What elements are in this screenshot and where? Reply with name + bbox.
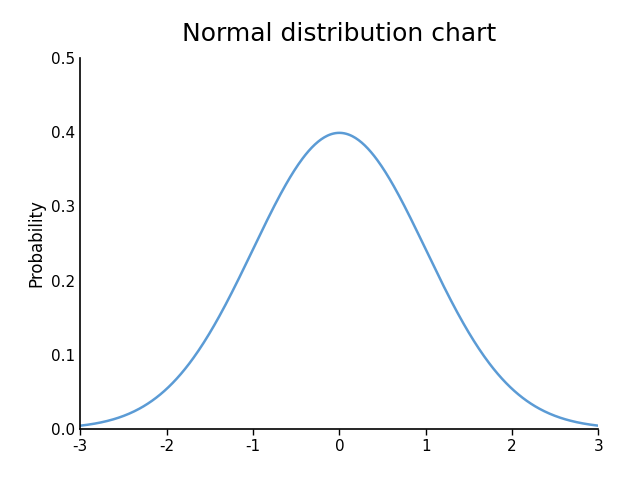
Title: Normal distribution chart: Normal distribution chart [182,22,497,46]
Y-axis label: Probability: Probability [28,200,46,287]
